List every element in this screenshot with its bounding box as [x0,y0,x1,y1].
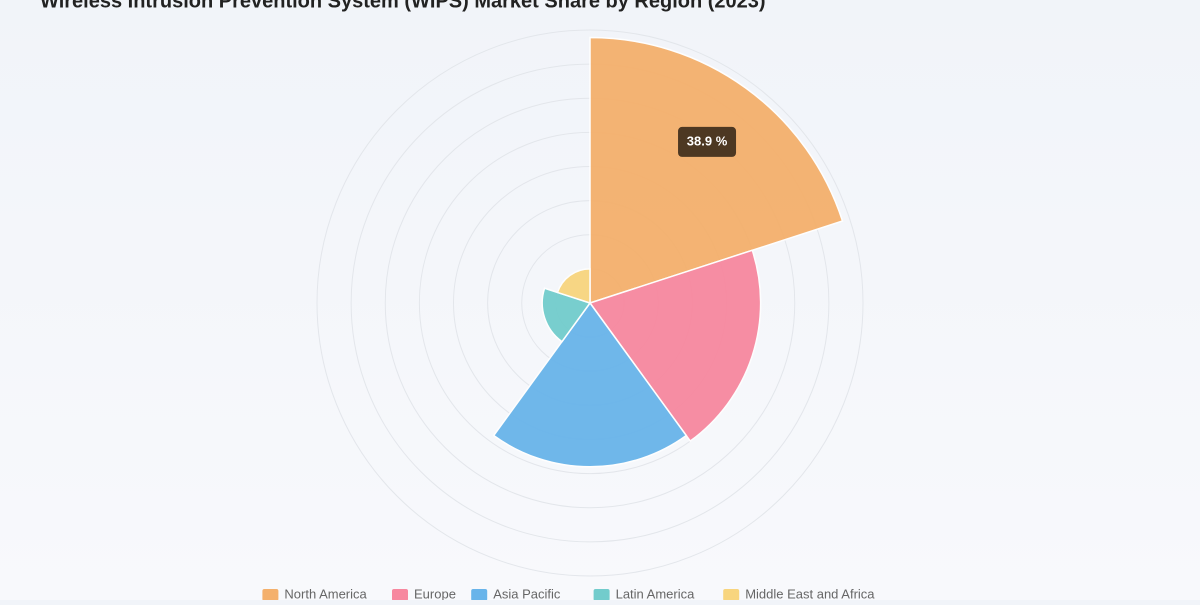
legend-label: Latin America [616,586,696,600]
grid-ring [316,29,864,577]
tooltip-box [678,126,737,157]
legend-swatch [262,589,279,601]
chart-title: Wireless Intrusion Prevention System (WI… [40,0,766,12]
legend-item[interactable]: Asia Pacific [471,586,561,601]
tooltip-label: 38.9 % [687,133,728,148]
sector [492,301,688,468]
legend-item[interactable]: North America [262,586,368,601]
legend-label: Europe [414,586,456,600]
legend-item[interactable]: Latin America [593,586,696,601]
sector [556,268,591,305]
sector [541,287,592,343]
legend-swatch [593,589,610,601]
legend-item[interactable]: Europe [392,586,456,601]
legend-label: Middle East and Africa [745,586,875,600]
legend-swatch [723,589,740,601]
legend-swatch [392,589,408,601]
legend-label: Asia Pacific [493,586,561,600]
legend-item[interactable]: Middle East and Africa [723,586,875,601]
legend-label: North America [284,586,367,600]
sector [588,249,762,443]
sector [589,36,844,305]
legend-swatch [471,589,488,601]
